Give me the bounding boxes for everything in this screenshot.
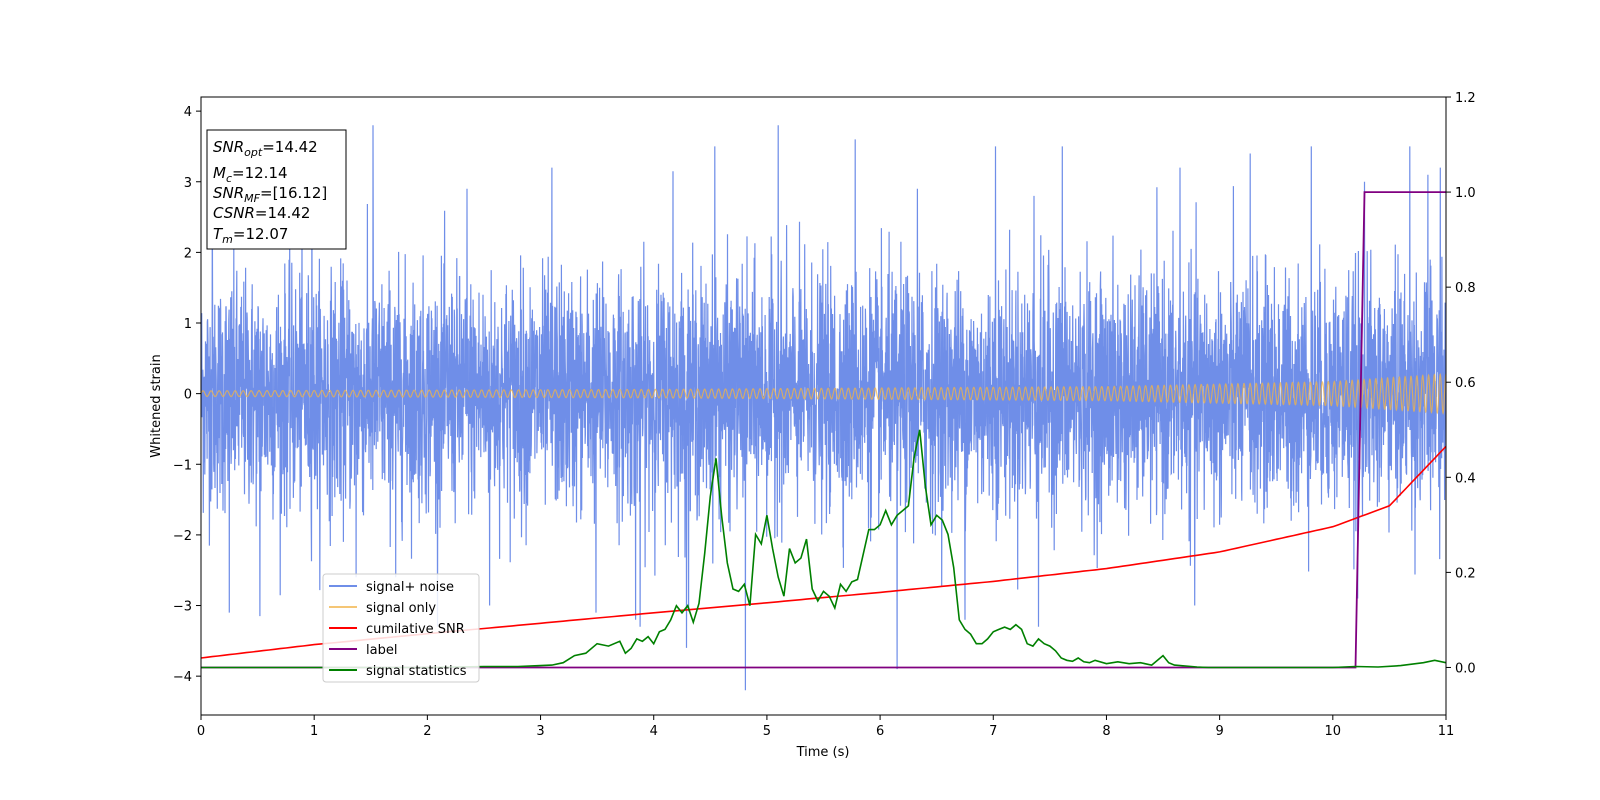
series-signal-statistics-line <box>201 429 1446 669</box>
annotation-line: CSNR=14.42 <box>213 204 310 222</box>
x-tick-label: 6 <box>876 724 884 739</box>
x-tick-label: 8 <box>1102 724 1110 739</box>
y-right-tick-label: 0.6 <box>1455 376 1476 391</box>
series-signal-only-line <box>201 372 1446 415</box>
y-left-tick-label: 3 <box>184 176 192 191</box>
y-left-tick-label: 2 <box>184 246 192 261</box>
plot-frame <box>200 96 1447 716</box>
series-label-line <box>201 191 1446 669</box>
annotation-line: Tm=12.07 <box>213 225 288 246</box>
y-left-tick-label: 4 <box>184 105 192 120</box>
y-right-tick-label: 1.0 <box>1455 186 1476 201</box>
stats-annotation: SNRopt=14.42 Mc=12.14SNRMF=[16.12]CSNR=14… <box>206 129 347 250</box>
legend-label: signal+ noise <box>366 580 454 595</box>
y-right-tick-label: 0.8 <box>1455 281 1476 296</box>
y-left-tick-label: −3 <box>173 600 192 615</box>
x-axis-label: Time (s) <box>796 745 850 760</box>
axes-layer: 0 1 2 3 4 5 6 7 8 9 10 1143210−1−2−3−41.21.00.80.60… <box>173 91 1476 739</box>
legend-label: signal statistics <box>366 664 467 679</box>
x-tick-label: 7 <box>989 724 997 739</box>
annotation-frame <box>206 129 347 250</box>
legend-label: signal only <box>366 601 436 616</box>
x-tick-label: 2 <box>423 724 431 739</box>
x-tick-label: 10 <box>1325 724 1342 739</box>
annotation-line: SNRMF=[16.12] <box>213 184 327 205</box>
x-tick-label: 9 <box>1215 724 1223 739</box>
y-left-tick-label: −1 <box>173 458 192 473</box>
x-tick-label: 5 <box>763 724 771 739</box>
y-right-tick-label: 0.0 <box>1455 661 1476 676</box>
x-tick-label: 4 <box>650 724 658 739</box>
annotation-line: Mc=12.14 <box>213 164 288 185</box>
y-right-tick-label: 1.2 <box>1455 91 1476 106</box>
legend-label: cumilative SNR <box>366 622 465 637</box>
y-right-tick-label: 0.2 <box>1455 566 1476 581</box>
y-left-tick-label: −4 <box>173 670 192 685</box>
x-tick-label: 3 <box>536 724 544 739</box>
y-axis-label: Whitened strain <box>149 354 164 457</box>
y-left-tick-label: −2 <box>173 529 192 544</box>
x-tick-label: 1 <box>310 724 318 739</box>
x-tick-label: 11 <box>1438 724 1455 739</box>
x-tick-label: 0 <box>197 724 205 739</box>
annotation-line: SNRopt=14.42 <box>213 138 318 159</box>
y-left-tick-label: 0 <box>184 388 192 403</box>
legend-label: label <box>366 643 397 658</box>
y-left-tick-label: 1 <box>184 317 192 332</box>
legend-frame <box>322 573 480 683</box>
y-right-tick-label: 0.4 <box>1455 471 1476 486</box>
legend: signal+ noise signal only cumilative SNR la… <box>322 573 480 683</box>
